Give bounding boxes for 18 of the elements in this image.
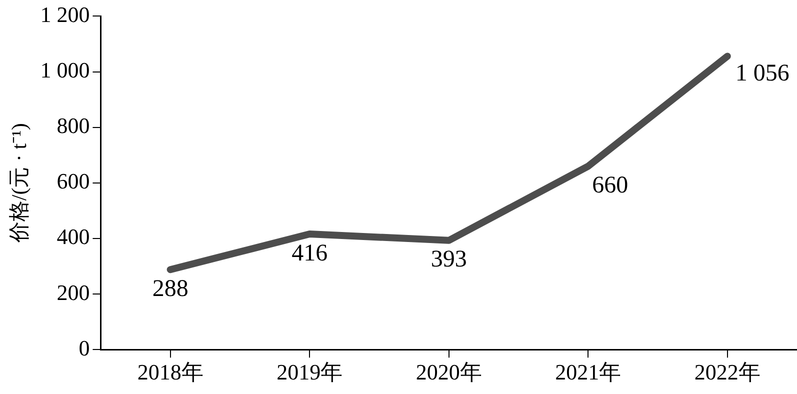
data-label: 288	[152, 276, 188, 302]
data-label: 1 056	[735, 60, 790, 87]
x-tick-label: 2021年	[555, 360, 622, 385]
y-axis-title: 价格/(元 · t⁻¹)	[7, 123, 32, 244]
y-tick-label: 600	[56, 168, 90, 194]
y-tick-label: 1 000	[40, 58, 90, 83]
x-tick-label: 2022年	[694, 360, 760, 385]
x-tick-label: 2020年	[416, 360, 482, 385]
y-tick-label: 400	[56, 224, 90, 250]
x-tick-label: 2018年	[137, 360, 204, 385]
y-tick-label: 1 200	[40, 2, 90, 27]
data-label: 393	[430, 246, 467, 273]
y-tick-label: 200	[56, 280, 90, 305]
y-tick-label: 0	[78, 335, 90, 360]
data-label: 660	[592, 172, 628, 199]
data-label: 416	[292, 240, 328, 266]
y-tick-label: 800	[56, 113, 90, 138]
x-tick-label: 2019年	[276, 360, 343, 385]
